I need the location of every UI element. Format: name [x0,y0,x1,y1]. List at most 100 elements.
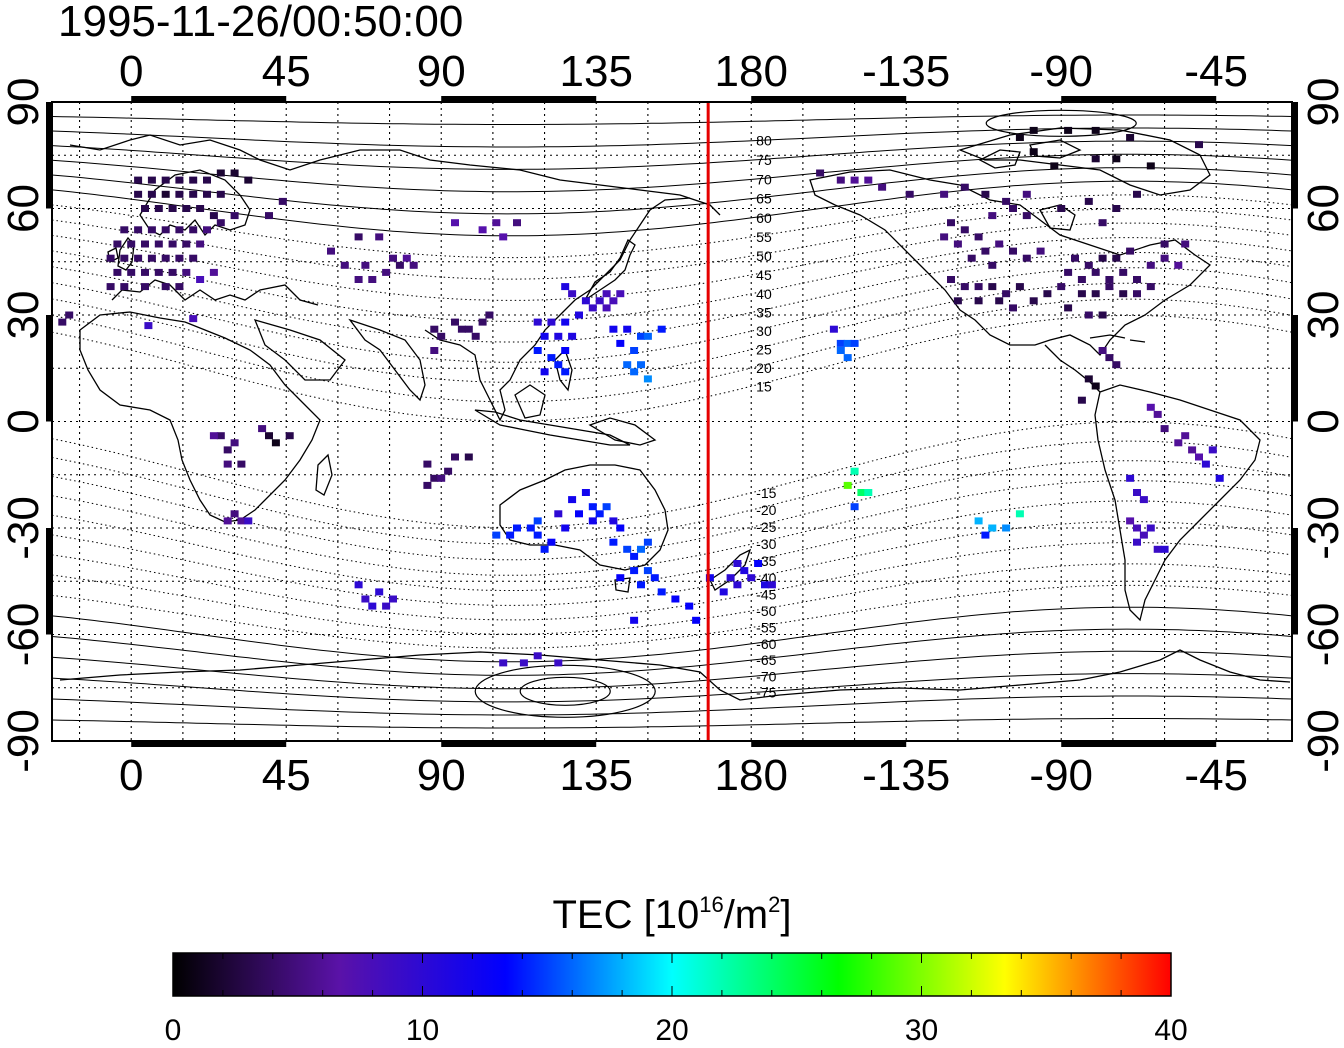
tec-point [141,205,149,212]
tec-point [568,290,577,298]
tec-point [141,283,149,291]
mlat-contour [52,421,1292,528]
tec-point [568,332,577,340]
tec-point [623,325,632,333]
lon-tick-label-top: 45 [262,47,311,96]
tec-point [1195,453,1203,461]
tec-point [623,361,632,369]
tec-point [230,212,239,220]
tec-point [451,453,459,461]
tec-point [464,453,473,461]
tec-point [609,325,618,333]
frame-tick-bar [46,528,52,635]
tec-point [988,283,997,291]
tec-point [1133,489,1141,496]
tec-point [1091,126,1100,134]
tec-point [175,226,184,234]
tec-point [340,261,349,269]
tec-point [1112,205,1121,212]
tec-point [1146,162,1155,170]
tec-point [389,254,397,262]
mlat-label: 75 [756,152,772,168]
tec-point [1064,268,1073,276]
tec-point [1188,446,1197,454]
tec-point [134,190,143,198]
tec-point [175,283,184,291]
tec-point [547,538,556,546]
mlat-label: 35 [756,305,772,321]
tec-point [382,268,391,276]
tec-point [540,545,549,553]
tec-point [368,276,377,283]
tec-point [1112,361,1121,369]
coast-antarctica [59,649,1291,701]
tec-point [1160,240,1169,248]
tec-point [1064,126,1073,134]
tec-point [1133,538,1141,546]
tec-point [981,190,990,198]
lon-tick-label-bottom: -45 [1184,751,1248,800]
lat-tick-label-left: -60 [0,603,48,667]
tec-point [168,240,177,248]
tec-point [850,503,859,511]
tec-point [196,276,205,283]
tec-point [141,240,149,248]
tec-point [223,517,232,525]
tec-point [1015,510,1024,518]
tec-point [554,659,563,667]
tec-point [506,531,515,539]
tec-point [382,602,391,610]
tec-point [203,226,211,234]
tec-point [1043,290,1052,298]
tec-point [630,616,639,624]
tec-point [1091,268,1100,276]
tec-point [423,481,432,489]
tec-point [161,190,170,198]
frame-tick-bar [1292,315,1298,422]
tec-point [609,517,618,525]
tec-point [588,503,597,511]
coast-britain [117,236,135,271]
tec-point [1002,290,1011,298]
lat-tick-label-left: 90 [0,78,48,127]
tec-point [182,240,191,248]
tec-point [671,595,680,603]
tec-point [161,283,170,291]
tec-point [1057,283,1066,291]
lon-tick-label-bottom: 135 [560,751,633,800]
lat-tick-label-right: -60 [1299,603,1344,667]
coast-arabia [253,319,346,381]
tec-point [981,531,990,539]
tec-point [519,659,528,667]
frame-tick-bar [131,741,287,747]
tec-point [175,190,184,198]
tec-point [940,233,949,241]
tec-point [616,524,625,532]
tec-point [196,240,205,248]
tec-point [1084,375,1093,383]
lon-tick-label-bottom: -135 [862,751,950,800]
tec-point [189,190,198,198]
lat-tick-label-right: 30 [1299,291,1344,340]
tec-point [223,446,232,454]
mlat-contour [52,153,1292,193]
tec-point [1153,410,1162,418]
tec-point [230,510,239,518]
mlat-label: -20 [756,502,776,518]
tec-point [540,368,549,376]
tec-point [237,460,246,468]
tec-point [857,489,866,496]
tec-point [1084,197,1093,205]
tec-point [967,254,976,262]
tec-point [168,205,177,212]
tec-point [1126,517,1135,525]
tec-point [554,361,563,369]
colorbar-tick-label: 40 [1154,1014,1187,1047]
mlat-contour [52,237,1292,322]
frame-tick-bars [46,96,1298,747]
longitude-labels-bottom: 0 45 90 135 180 -135 -90 -45 [119,751,1248,800]
tec-point [492,531,501,539]
tec-point [650,574,659,582]
tec-point [161,226,170,234]
